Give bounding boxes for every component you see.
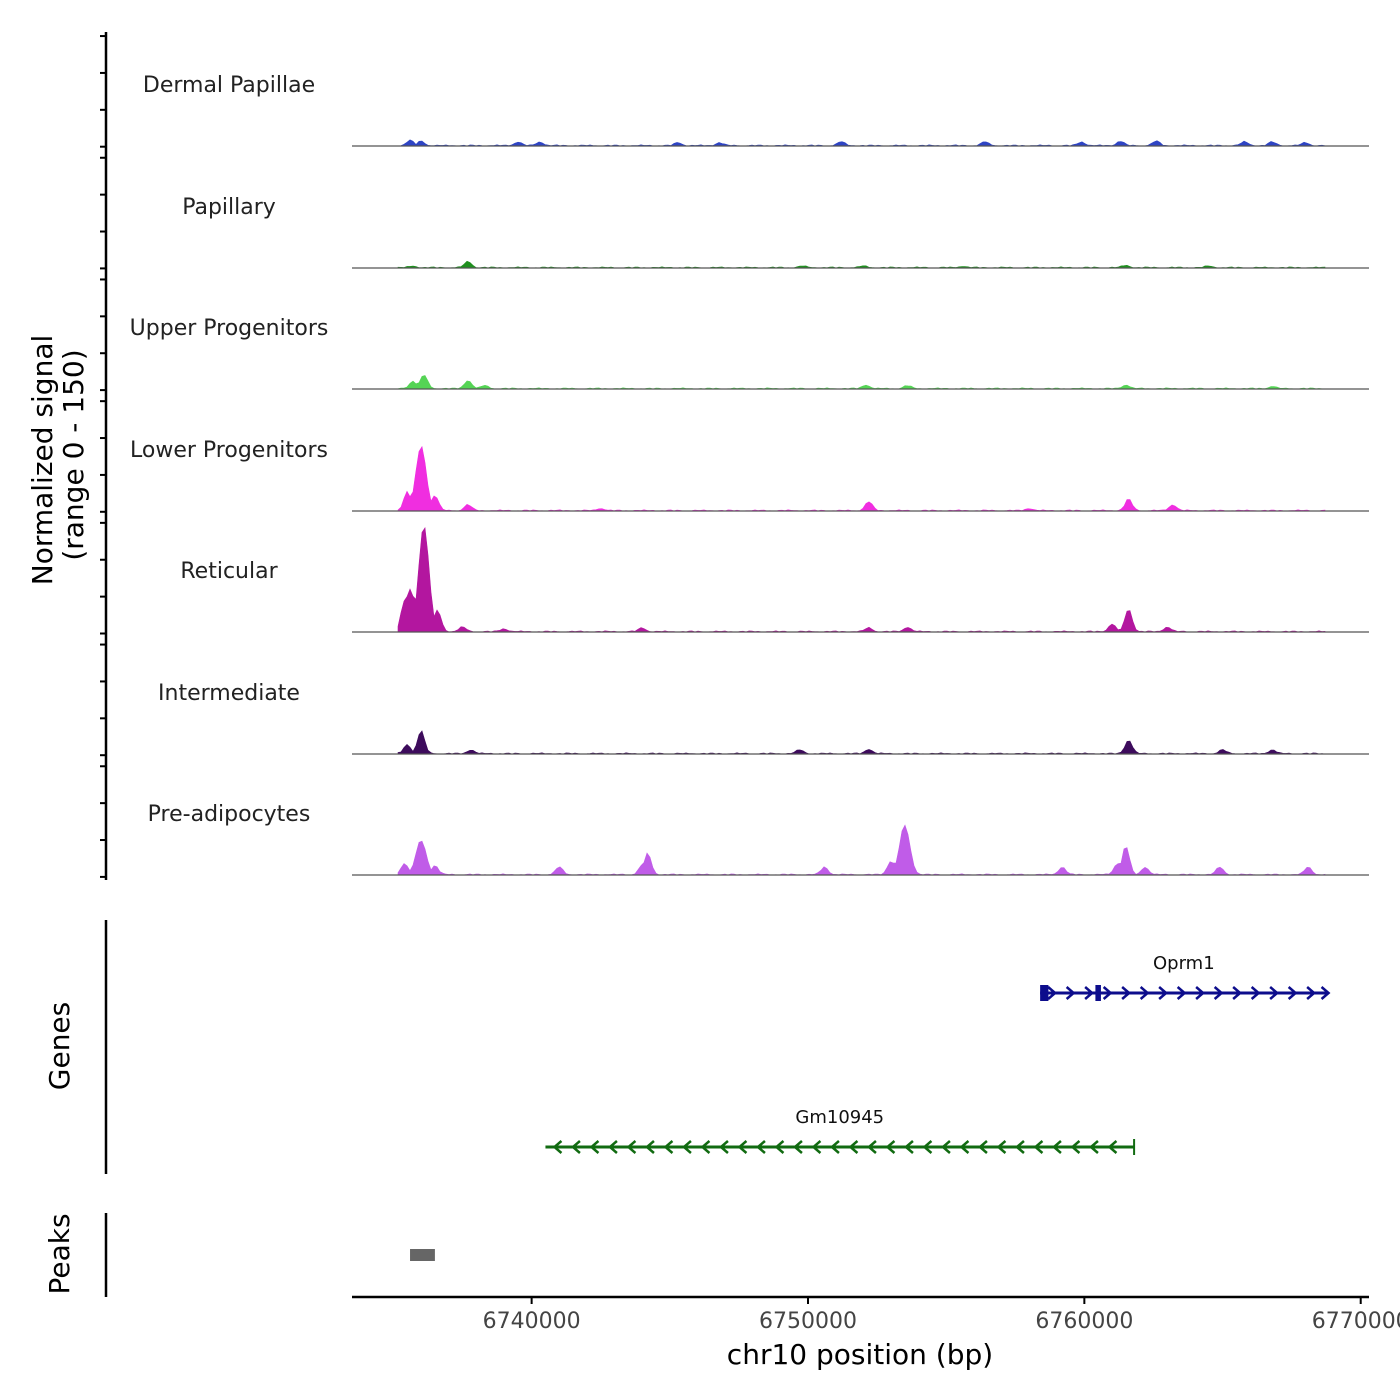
strand-arrow (1269, 986, 1280, 1000)
track-label: Lower Progenitors (130, 438, 328, 463)
track-reticular: Reticular (180, 527, 1369, 633)
y-axis-label: Normalized signal (26, 335, 59, 586)
strand-arrow (959, 1140, 970, 1154)
strand-arrow (1195, 986, 1206, 1000)
coverage-tracks: Dermal Papillae Papillary Upper Progenitor… (130, 73, 1369, 876)
track-upper-progenitors: Upper Progenitors (130, 316, 1369, 390)
strand-arrow (756, 1140, 766, 1154)
strand-arrow (978, 1140, 988, 1154)
gene-oprm1: Oprm1 (1040, 953, 1331, 1001)
coverage-area (397, 730, 1326, 755)
x-tick-label: 6760000 (1035, 1309, 1133, 1334)
strand-arrow (552, 1140, 563, 1154)
strand-arrow (682, 1140, 692, 1154)
exon (1095, 985, 1101, 1001)
strand-arrow (1015, 1140, 1025, 1154)
track-intermediate: Intermediate (158, 681, 1369, 755)
strand-arrow (885, 1140, 896, 1154)
strand-arrow (737, 1140, 748, 1154)
x-axis-label: chr10 position (bp) (727, 1338, 993, 1371)
strand-arrow (700, 1140, 711, 1154)
strand-arrow (1102, 986, 1113, 1000)
genes-panel-label: Genes (43, 1002, 76, 1090)
strand-arrow (848, 1140, 859, 1154)
track-label: Papillary (182, 195, 276, 220)
track-pre-adipocytes: Pre-adipocytes (148, 802, 1369, 876)
strand-arrow (1121, 986, 1132, 1000)
strand-arrow (608, 1140, 618, 1154)
coverage-area (397, 527, 1326, 633)
coverage-area (397, 260, 1326, 269)
x-tick-label: 6770000 (1312, 1309, 1400, 1334)
strand-arrow (1107, 1140, 1118, 1154)
strand-arrow (1176, 986, 1187, 1000)
strand-arrow (1287, 986, 1298, 1000)
strand-arrow (996, 1140, 1007, 1154)
strand-arrow (1089, 1140, 1099, 1154)
gene-annotation-panel: Oprm1 Gm10945 (545, 953, 1331, 1155)
strand-arrow (830, 1140, 840, 1154)
track-label: Pre-adipocytes (148, 802, 311, 827)
track-label: Reticular (180, 559, 278, 584)
left-panel-axes (100, 32, 108, 1297)
peaks-panel (410, 1249, 435, 1261)
strand-arrow (1065, 986, 1076, 1000)
peaks-panel-label: Peaks (43, 1213, 76, 1294)
coverage-area (397, 445, 1326, 512)
strand-arrow (1139, 986, 1150, 1000)
gene-gm10945: Gm10945 (545, 1107, 1136, 1155)
strand-arrow (626, 1140, 637, 1154)
strand-arrow (1070, 1140, 1081, 1154)
strand-arrow (904, 1140, 914, 1154)
strand-arrow (774, 1140, 785, 1154)
strand-arrow (645, 1140, 655, 1154)
track-label: Intermediate (158, 681, 300, 706)
track-label: Dermal Papillae (143, 73, 315, 98)
strand-arrow (1033, 1140, 1044, 1154)
track-dermal-papillae: Dermal Papillae (143, 73, 1369, 147)
x-tick-label: 6740000 (483, 1309, 581, 1334)
track-lower-progenitors: Lower Progenitors (130, 438, 1369, 512)
strand-arrow (1213, 986, 1224, 1000)
track-papillary: Papillary (182, 195, 1369, 269)
strand-arrow (1047, 986, 1058, 1000)
coverage-area (397, 375, 1326, 390)
strand-arrow (1320, 986, 1331, 1000)
strand-arrow (1084, 986, 1095, 1000)
strand-arrow (571, 1140, 581, 1154)
gene-label: Gm10945 (795, 1107, 884, 1128)
strand-arrow (1158, 986, 1169, 1000)
strand-arrow (1052, 1140, 1062, 1154)
strand-arrow (1232, 986, 1243, 1000)
strand-arrow (663, 1140, 674, 1154)
y-axis-sublabel: (range 0 - 150) (57, 349, 90, 560)
coverage-area (397, 139, 1326, 147)
strand-arrow (719, 1140, 729, 1154)
gene-label: Oprm1 (1153, 953, 1215, 974)
exon (1040, 985, 1049, 1001)
peak-region (410, 1249, 435, 1261)
x-tick-label: 6750000 (759, 1309, 857, 1334)
strand-arrow (922, 1140, 933, 1154)
strand-arrow (1306, 986, 1317, 1000)
strand-arrow (589, 1140, 600, 1154)
strand-arrow (867, 1140, 877, 1154)
track-label: Upper Progenitors (130, 316, 329, 341)
strand-arrow (793, 1140, 803, 1154)
strand-arrow (1250, 986, 1261, 1000)
x-axis: 6740000 6750000 6760000 6770000 (352, 1295, 1400, 1334)
coverage-area (397, 824, 1326, 876)
strand-arrow (941, 1140, 951, 1154)
strand-arrow (811, 1140, 822, 1154)
